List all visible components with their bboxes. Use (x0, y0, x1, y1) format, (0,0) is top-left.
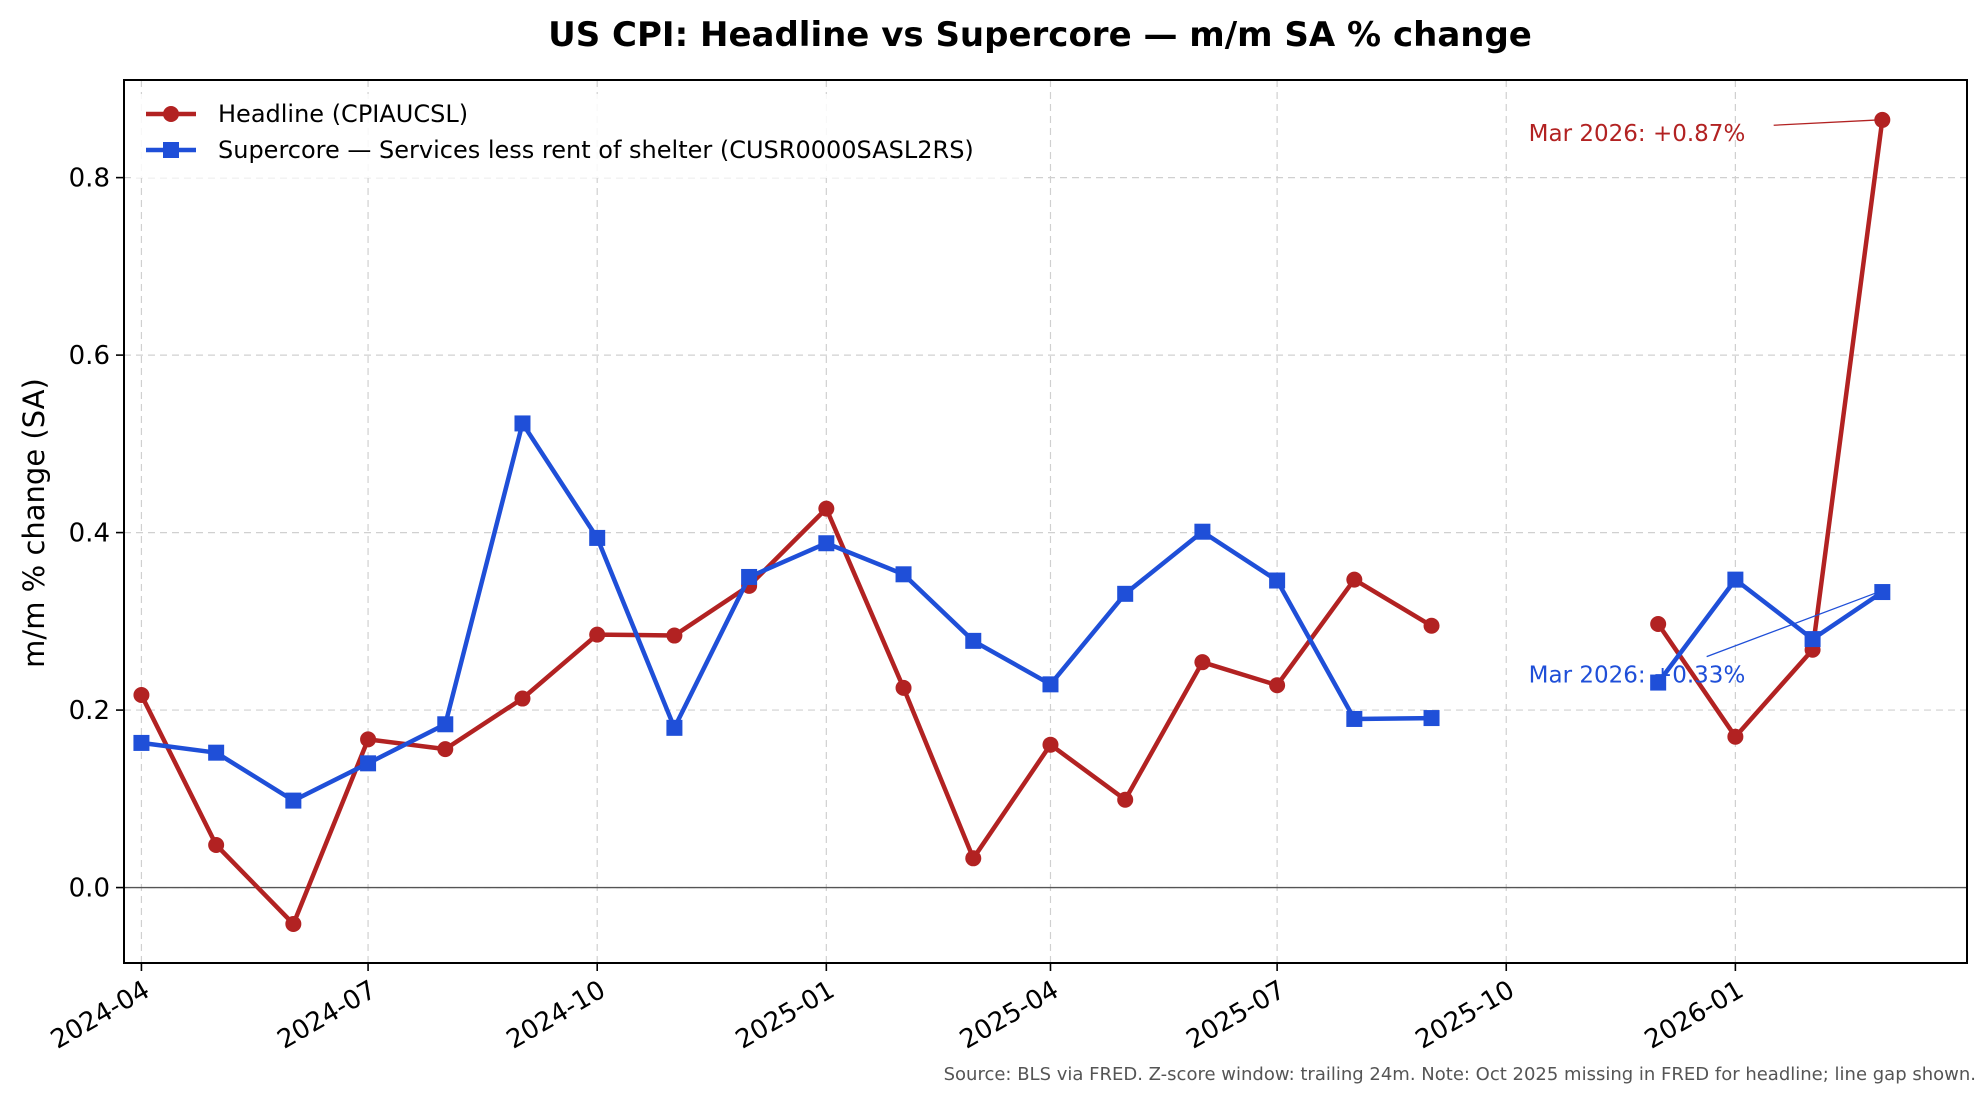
data-point-supercore (965, 632, 982, 649)
y-tick-label: 0.0 (69, 874, 110, 904)
data-point-headline (666, 627, 683, 644)
x-tick-label: 2025-04 (955, 975, 1064, 1055)
x-tick-label: 2026-01 (1640, 975, 1749, 1055)
series-layer (133, 111, 1891, 932)
data-point-headline (1042, 736, 1059, 753)
data-point-supercore (1804, 631, 1821, 648)
data-point-supercore (1194, 523, 1211, 540)
annotation-arrow-supercore (1706, 591, 1879, 658)
data-point-headline (514, 690, 531, 707)
legend-frame (134, 94, 1020, 178)
series-line-headline (139, 119, 1885, 927)
data-point-supercore (1423, 710, 1440, 727)
data-point-supercore (741, 568, 758, 585)
x-tick-label: 2025-10 (1411, 975, 1520, 1055)
legend-marker-supercore (163, 142, 179, 158)
data-point-headline (895, 679, 912, 696)
data-point-headline (437, 741, 454, 758)
data-point-supercore (1650, 674, 1667, 691)
annotation-label-headline: Mar 2026: +0.87% (1529, 121, 1746, 147)
data-point-headline (1194, 654, 1211, 671)
data-point-supercore (818, 535, 835, 552)
data-point-headline (1727, 728, 1744, 745)
x-tick-label: 2024-04 (46, 975, 155, 1055)
annotation-supercore: Mar 2026: +0.33% (1529, 591, 1879, 689)
legend: Headline (CPIAUCSL) Supercore — Services… (134, 94, 1020, 178)
data-point-supercore (133, 734, 150, 751)
data-point-supercore (666, 719, 683, 736)
x-tick-label: 2025-07 (1182, 975, 1291, 1055)
data-point-supercore (1874, 584, 1891, 601)
plot-frame (123, 79, 1968, 964)
annotation-arrow-headline (1773, 119, 1879, 126)
annotation-label-supercore: Mar 2026: +0.33% (1529, 663, 1746, 689)
data-point-supercore (1269, 572, 1286, 589)
legend-item-headline: Headline (CPIAUCSL) (146, 100, 468, 128)
annotation-layer: Mar 2026: +0.87% Mar 2026: +0.33% (1529, 119, 1879, 689)
legend-marker-headline (163, 106, 179, 122)
y-tick-label: 0.4 (69, 519, 110, 549)
data-point-headline (589, 626, 606, 643)
data-point-headline (1117, 791, 1134, 808)
data-point-headline (1874, 111, 1891, 128)
data-point-headline (1269, 677, 1286, 694)
x-axis: 2024-04 2024-07 2024-10 2025-01 2025-04 2025-… (46, 963, 1749, 1055)
data-point-headline (285, 915, 302, 932)
data-point-supercore (1117, 585, 1134, 602)
y-axis: 0.0 0.2 0.4 0.6 0.8 (69, 164, 124, 904)
data-point-supercore (514, 415, 531, 432)
data-point-headline (1650, 615, 1667, 632)
data-point-supercore (208, 744, 225, 761)
legend-label-headline: Headline (CPIAUCSL) (218, 100, 468, 128)
legend-item-supercore: Supercore — Services less rent of shelte… (146, 136, 974, 164)
data-point-headline (360, 731, 377, 748)
series-supercore (133, 415, 1891, 809)
data-point-supercore (1727, 571, 1744, 588)
data-point-supercore (360, 755, 377, 772)
grid-layer (124, 80, 1967, 963)
data-point-headline (1423, 617, 1440, 634)
data-point-headline (133, 686, 150, 703)
x-tick-label: 2024-07 (272, 975, 381, 1055)
annotation-headline: Mar 2026: +0.87% (1529, 119, 1879, 147)
legend-label-supercore: Supercore — Services less rent of shelte… (218, 136, 974, 164)
y-tick-label: 0.2 (69, 696, 110, 726)
series-headline (133, 111, 1891, 932)
data-point-headline (965, 850, 982, 867)
data-point-headline (208, 836, 225, 853)
data-point-supercore (1042, 676, 1059, 693)
x-tick-label: 2024-10 (502, 975, 611, 1055)
data-point-headline (1346, 571, 1363, 588)
source-footnote: Source: BLS via FRED. Z-score window: tr… (944, 1064, 1976, 1085)
y-axis-label: m/m % change (SA) (17, 378, 51, 668)
y-tick-label: 0.8 (69, 164, 110, 194)
data-point-supercore (589, 529, 606, 546)
data-point-supercore (437, 716, 454, 733)
x-tick-label: 2025-01 (731, 975, 840, 1055)
data-point-supercore (285, 792, 302, 809)
chart-title: US CPI: Headline vs Supercore — m/m SA %… (548, 15, 1532, 55)
data-point-headline (818, 500, 835, 517)
data-point-supercore (1346, 710, 1363, 727)
series-line-supercore (141, 421, 1884, 803)
y-tick-label: 0.6 (69, 341, 110, 371)
data-point-supercore (895, 566, 912, 583)
